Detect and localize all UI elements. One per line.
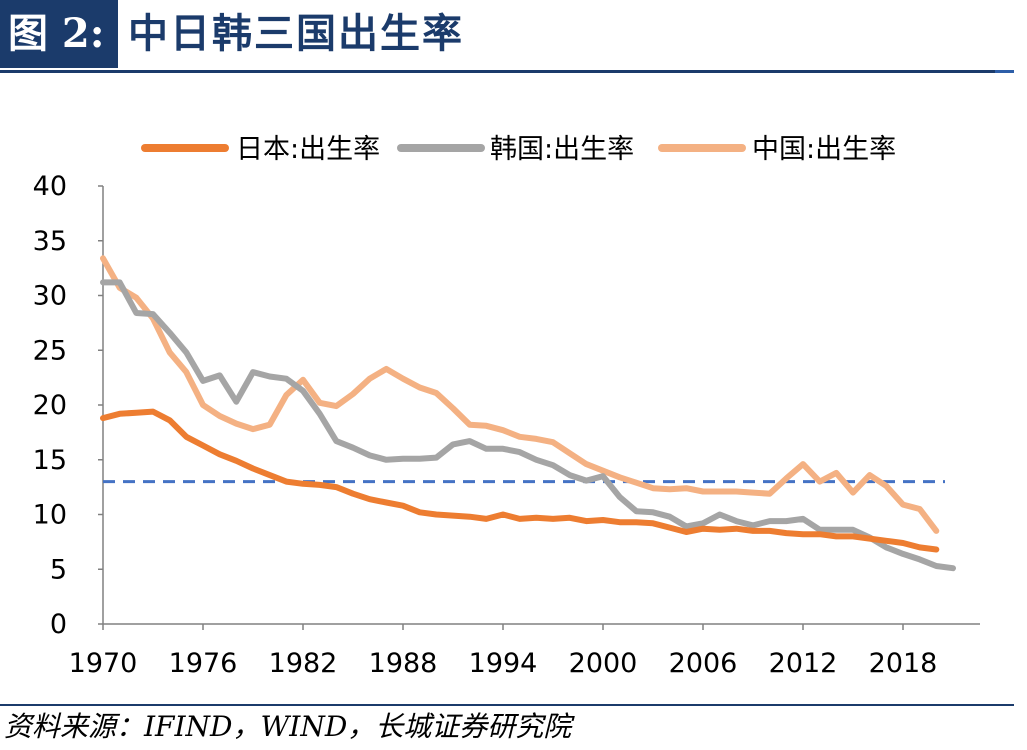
series-line-2 <box>100 255 940 534</box>
x-tick-label: 1994 <box>469 648 538 679</box>
source-note: 资料来源：IFIND，WIND，长城证券研究院 <box>4 710 572 743</box>
x-tick-label: 1982 <box>269 648 338 679</box>
figure-tag: 图 2: <box>8 10 105 57</box>
x-tick-label: 2012 <box>769 648 838 679</box>
y-tick-label: 10 <box>33 500 67 531</box>
footer-divider <box>0 704 1014 706</box>
y-tick-label: 30 <box>33 281 67 312</box>
legend-group: 日本:出生率 韩国:出生率 中国:出生率 <box>141 134 896 165</box>
header-divider <box>0 70 1014 73</box>
x-tick-label: 2000 <box>569 648 638 679</box>
x-tick-label: 1976 <box>169 648 238 679</box>
legend-label-1: 韩国:出生率 <box>490 134 634 165</box>
series-line-0 <box>100 408 940 553</box>
birth-rate-chart: 0 5 10 15 20 25 30 35 40 1970 1976 1982 1988 1994 2000… <box>33 134 980 679</box>
axes-group: 0 5 10 15 20 25 30 35 40 1970 1976 1982 1988 1994 2000… <box>33 171 980 679</box>
y-tick-label: 20 <box>33 390 67 421</box>
header-divider-accent <box>995 70 1014 73</box>
x-tick-label: 2018 <box>869 648 938 679</box>
series-group <box>100 255 956 572</box>
legend-label-2: 中国:出生率 <box>752 134 896 165</box>
x-tick-label: 1970 <box>69 648 138 679</box>
legend-label-0: 日本:出生率 <box>236 134 380 165</box>
y-tick-label: 40 <box>33 171 67 202</box>
series-line-1 <box>100 279 956 572</box>
y-tick-label: 5 <box>50 554 67 585</box>
y-tick-label: 35 <box>33 226 67 257</box>
x-tick-label: 1988 <box>369 648 438 679</box>
y-tick-label: 25 <box>33 335 67 366</box>
y-tick-label: 15 <box>33 445 67 476</box>
figure-tag-box <box>0 0 118 68</box>
chart-title: 中日韩三国出生率 <box>128 10 464 57</box>
y-tick-label: 0 <box>50 609 67 640</box>
x-tick-label: 2006 <box>669 648 738 679</box>
